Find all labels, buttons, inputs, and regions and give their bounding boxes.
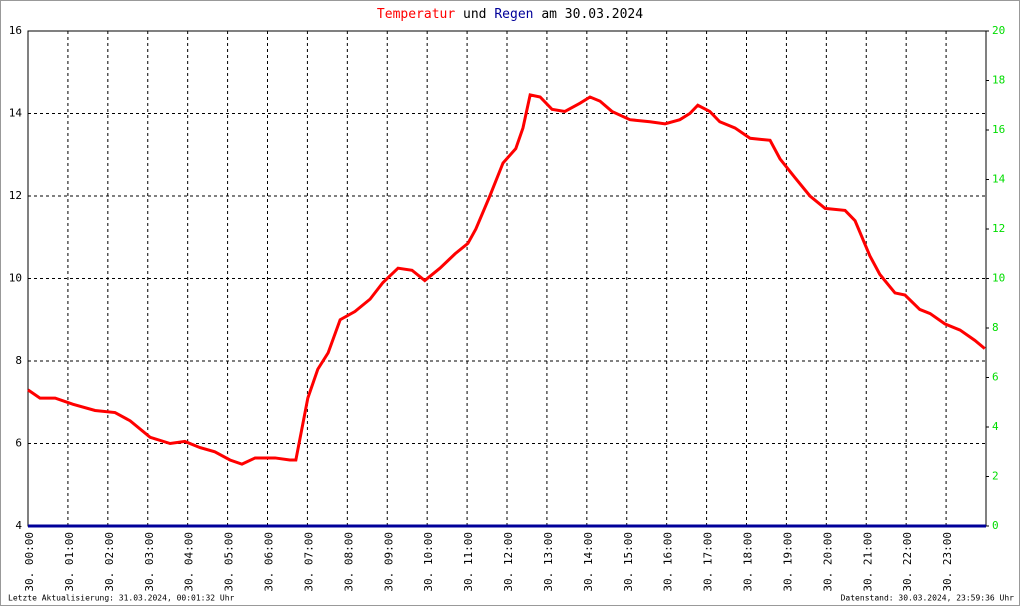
footer-right: Datenstand: 30.03.2024, 23:59:36 Uhr <box>841 594 1015 603</box>
x-tick-label: 30. 21:00 <box>861 532 874 592</box>
x-tick-label: 30. 18:00 <box>742 532 755 592</box>
y2-tick-label: 18 <box>992 74 1005 87</box>
y2-tick-label: 4 <box>992 420 999 433</box>
chart-title: Temperatur und Regen am 30.03.2024 <box>377 7 643 22</box>
y2-tick-label: 16 <box>992 123 1005 136</box>
y2-tick-label: 6 <box>992 371 999 384</box>
x-tick-label: 30. 23:00 <box>941 532 954 592</box>
y2-tick-label: 10 <box>992 272 1005 285</box>
x-tick-label: 30. 14:00 <box>582 532 595 592</box>
y2-tick-label: 20 <box>992 24 1005 37</box>
y-tick-label: 10 <box>9 272 22 285</box>
y-tick-label: 6 <box>15 437 22 450</box>
title-date: am 30.03.2024 <box>541 7 643 22</box>
x-tick-label: 30. 20:00 <box>821 532 834 592</box>
x-tick-label: 30. 09:00 <box>382 532 395 592</box>
y-tick-label: 12 <box>9 189 22 202</box>
series-line <box>27 93 986 466</box>
y-tick-label: 4 <box>15 519 22 532</box>
x-tick-label: 30. 03:00 <box>143 532 156 592</box>
x-tick-label: 30. 04:00 <box>183 532 196 592</box>
x-tick-label: 30. 08:00 <box>342 532 355 592</box>
y2-tick-label: 2 <box>992 470 999 483</box>
x-tick-label: 30. 05:00 <box>223 532 236 592</box>
x-tick-label: 30. 11:00 <box>462 532 475 592</box>
x-tick-label: 30. 12:00 <box>502 532 515 592</box>
x-tick-label: 30. 07:00 <box>302 532 315 592</box>
x-tick-label: 30. 17:00 <box>702 532 715 592</box>
x-tick-label: 30. 02:00 <box>103 532 116 592</box>
y2-tick-label: 0 <box>992 519 999 532</box>
x-tick-label: 30. 19:00 <box>781 532 794 592</box>
x-tick-label: 30. 01:00 <box>63 532 76 592</box>
y-tick-label: 8 <box>15 354 22 367</box>
x-tick-label: 30. 10:00 <box>422 532 435 592</box>
footer-left: Letzte Aktualisierung: 31.03.2024, 00:01… <box>8 594 235 603</box>
y2-tick-label: 8 <box>992 321 999 334</box>
title-series-2: Regen <box>494 7 533 22</box>
y-tick-label: 16 <box>9 24 22 37</box>
y2-tick-label: 12 <box>992 222 1005 235</box>
x-tick-label: 30. 06:00 <box>263 532 276 592</box>
x-tick-label: 30. 16:00 <box>662 532 675 592</box>
title-series-1: Temperatur <box>377 7 455 22</box>
x-tick-label: 30. 22:00 <box>901 532 914 592</box>
title-joiner: und <box>463 7 486 22</box>
x-tick-label: 30. 13:00 <box>542 532 555 592</box>
y2-tick-label: 14 <box>992 173 1006 186</box>
x-tick-label: 30. 15:00 <box>622 532 635 592</box>
y-tick-label: 14 <box>9 107 23 120</box>
x-tick-label: 30. 00:00 <box>23 532 36 592</box>
